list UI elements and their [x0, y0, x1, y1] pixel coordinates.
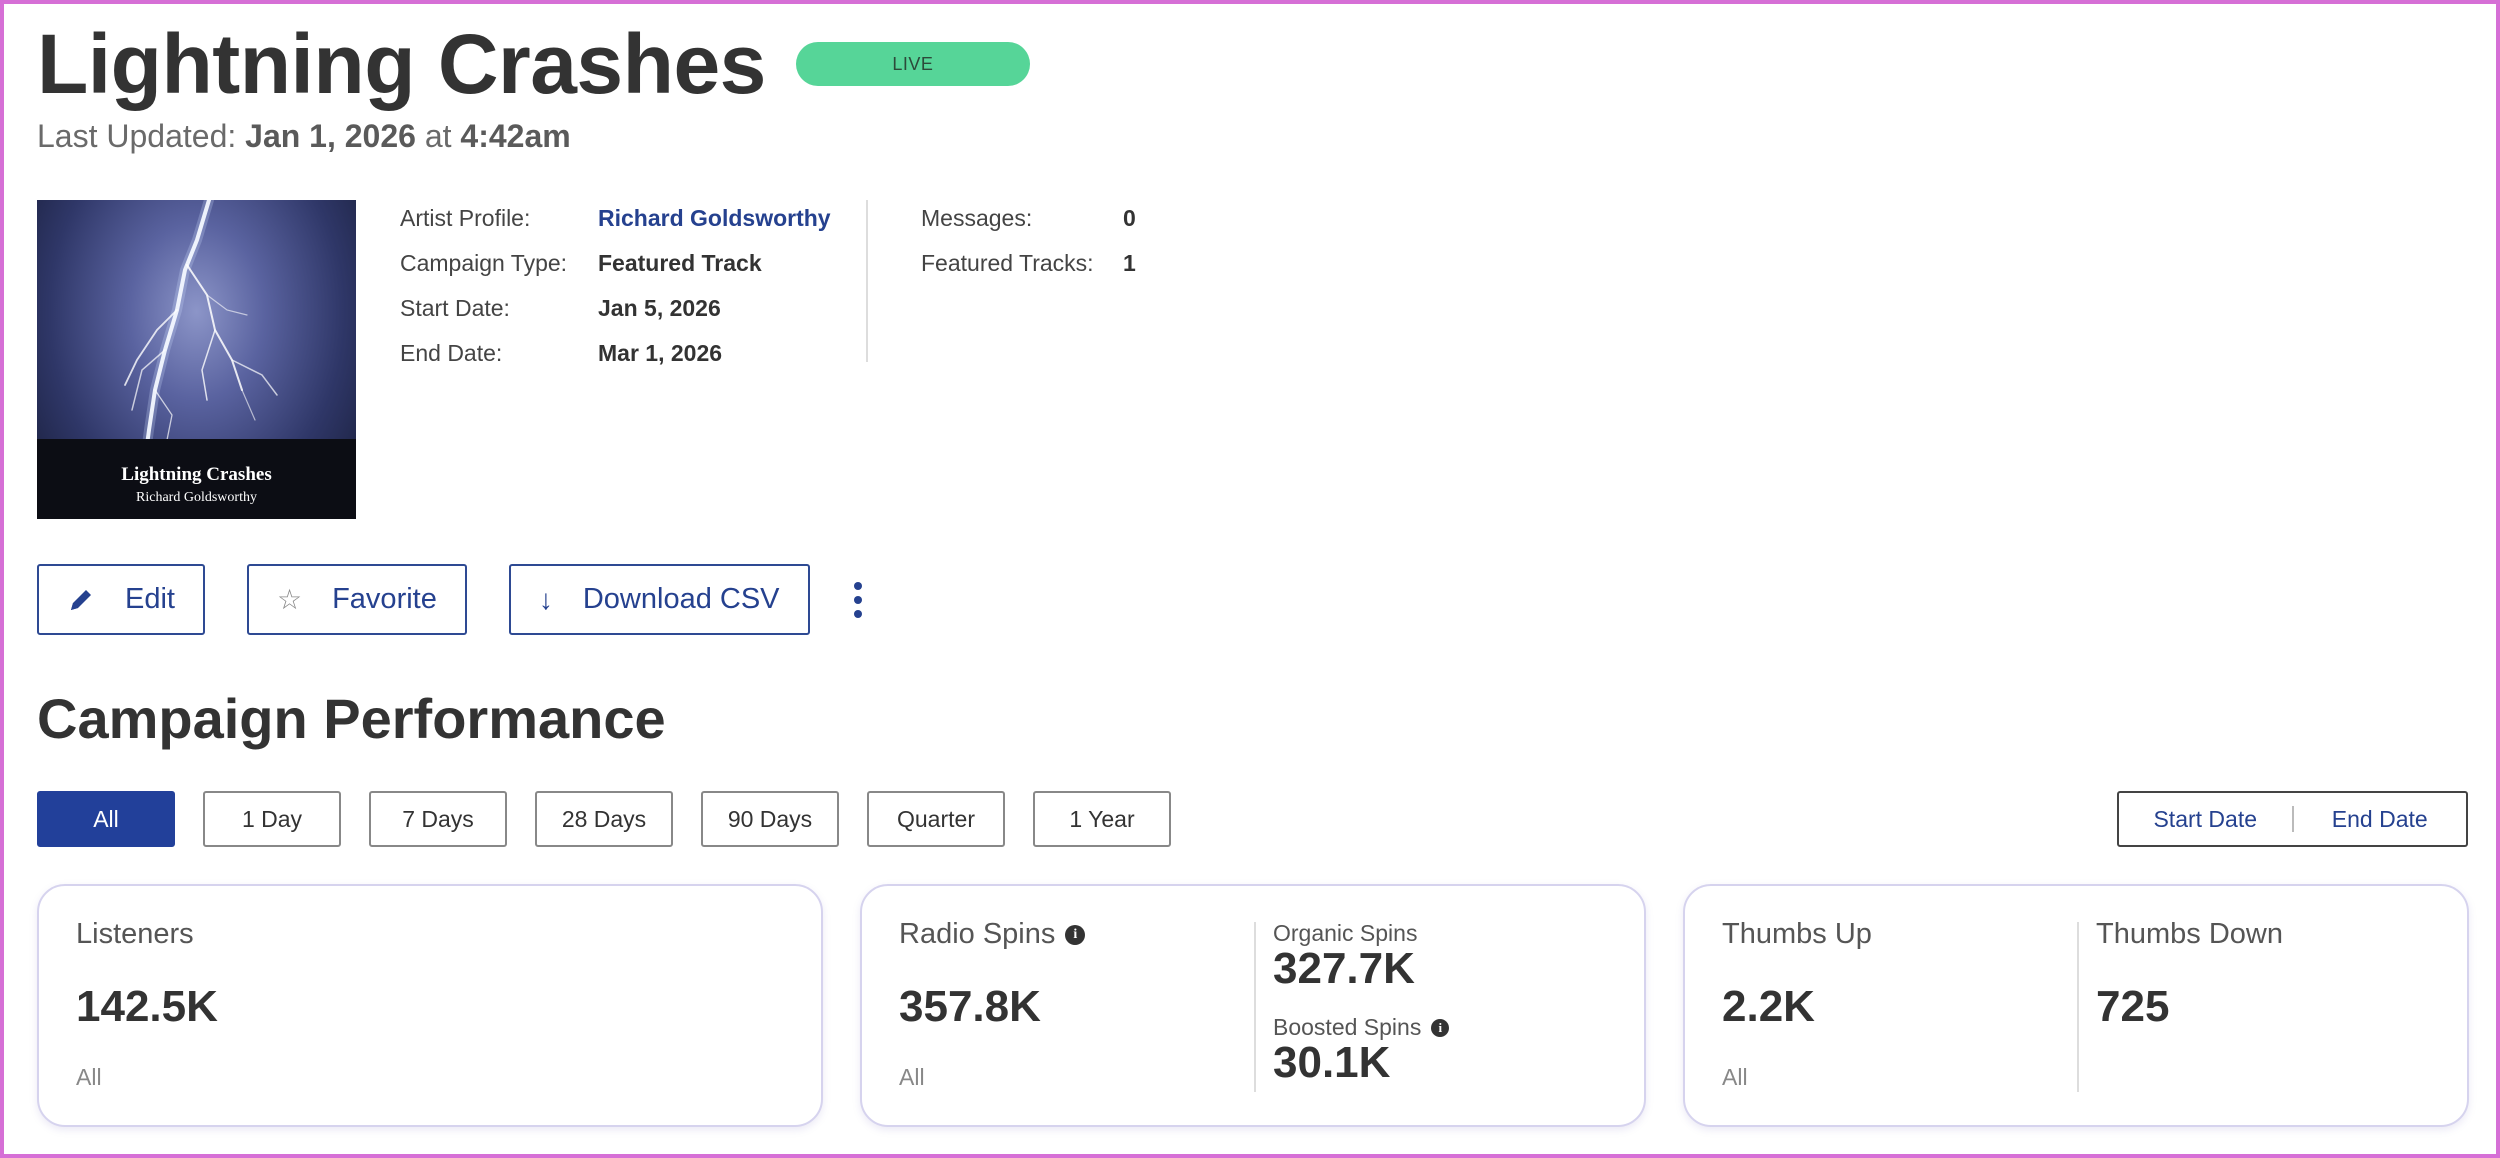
- album-hills: [37, 439, 356, 519]
- radio-spins-label: Radio Spins i: [899, 918, 1086, 951]
- album-title: Lightning Crashes: [121, 464, 272, 485]
- album-art: Lightning Crashes Richard Goldsworthy: [37, 200, 356, 519]
- campaign-page: Lightning Crashes LIVE Last Updated: Jan…: [37, 0, 2469, 1158]
- filter-1-day[interactable]: 1 Day: [203, 791, 341, 847]
- last-updated: Last Updated: Jan 1, 2026 at 4:42am: [37, 118, 571, 155]
- thumbs-period: All: [1722, 1064, 1748, 1090]
- last-updated-time: 4:42am: [460, 118, 571, 154]
- detail-value: 1: [1123, 250, 1136, 276]
- detail-row-end: End Date: Mar 1, 2026: [400, 331, 831, 376]
- detail-row-artist: Artist Profile: Richard Goldsworthy: [400, 196, 831, 241]
- date-range-picker: Start Date End Date: [2117, 791, 2468, 847]
- detail-value: 0: [1123, 205, 1136, 231]
- detail-row-featured: Featured Tracks: 1: [921, 241, 1136, 286]
- listeners-value: 142.5K: [76, 982, 218, 1031]
- info-icon[interactable]: i: [1431, 1018, 1450, 1037]
- detail-label: Featured Tracks:: [921, 250, 1094, 276]
- last-updated-label: Last Updated:: [37, 118, 237, 154]
- album-artist: Richard Goldsworthy: [136, 490, 257, 505]
- boosted-spins-label: Boosted Spins i: [1273, 1014, 1450, 1041]
- last-updated-date: Jan 1, 2026: [245, 118, 416, 154]
- filter-7-days[interactable]: 7 Days: [369, 791, 507, 847]
- download-label: Download CSV: [582, 583, 780, 615]
- campaign-stats: Messages: 0 Featured Tracks: 1: [921, 196, 1136, 286]
- detail-value: Mar 1, 2026: [598, 340, 723, 366]
- detail-value: Jan 5, 2026: [598, 295, 721, 321]
- thumbs-up-value: 2.2K: [1722, 982, 1815, 1031]
- star-icon: ☆: [276, 584, 303, 615]
- card-divider: [2077, 922, 2079, 1092]
- pencil-icon: [67, 586, 95, 614]
- title-row: Lightning Crashes LIVE: [37, 14, 1030, 114]
- edit-button[interactable]: Edit: [37, 564, 205, 635]
- detail-row-start: Start Date: Jan 5, 2026: [400, 286, 831, 331]
- start-date-field[interactable]: Start Date: [2153, 805, 2258, 832]
- detail-label: Start Date:: [400, 295, 510, 321]
- detail-value: Featured Track: [598, 250, 762, 276]
- thumbs-down-label: Thumbs Down: [2096, 918, 2283, 950]
- detail-row-messages: Messages: 0: [921, 196, 1136, 241]
- artist-profile-link[interactable]: Richard Goldsworthy: [598, 205, 831, 231]
- card-divider: [1254, 922, 1256, 1092]
- lightning-graphic: [124, 200, 278, 465]
- detail-label: Messages:: [921, 205, 1033, 231]
- boosted-spins-value: 30.1K: [1273, 1038, 1391, 1087]
- download-arrow-icon: ↓: [538, 583, 553, 615]
- section-title: Campaign Performance: [37, 687, 666, 750]
- status-badge: LIVE: [795, 42, 1030, 86]
- filter-90-days[interactable]: 90 Days: [701, 791, 839, 847]
- organic-spins-value: 327.7K: [1273, 944, 1415, 993]
- favorite-button[interactable]: ☆ Favorite: [246, 564, 467, 635]
- end-date-field[interactable]: End Date: [2331, 805, 2428, 832]
- listeners-card: Listeners 142.5K All: [37, 884, 823, 1127]
- last-updated-at: at: [424, 118, 452, 154]
- thumbs-up-label: Thumbs Up: [1722, 918, 1872, 950]
- details-divider: [866, 200, 868, 362]
- radio-spins-card: Radio Spins i 357.8K All Organic Spins 3…: [860, 884, 1646, 1127]
- date-range-divider: [2291, 806, 2294, 832]
- filter-quarter[interactable]: Quarter: [867, 791, 1005, 847]
- organic-spins-label: Organic Spins: [1273, 920, 1418, 946]
- more-options-icon[interactable]: [844, 576, 872, 624]
- detail-label: End Date:: [400, 340, 503, 366]
- edit-label: Edit: [125, 583, 175, 615]
- action-bar: Edit ☆ Favorite ↓ Download CSV: [37, 564, 872, 635]
- boosted-spins-label-text: Boosted Spins: [1273, 1014, 1422, 1040]
- info-icon[interactable]: i: [1065, 924, 1086, 945]
- thumbs-down-value: 725: [2096, 982, 2170, 1031]
- filter-all[interactable]: All: [37, 791, 175, 847]
- page-title: Lightning Crashes: [37, 17, 766, 111]
- time-filter-group: All 1 Day 7 Days 28 Days 90 Days Quarter…: [37, 791, 1199, 847]
- listeners-label: Listeners: [76, 918, 194, 950]
- favorite-label: Favorite: [332, 583, 437, 615]
- filter-1-year[interactable]: 1 Year: [1033, 791, 1171, 847]
- listeners-period: All: [76, 1064, 102, 1090]
- thumbs-card: Thumbs Up 2.2K All Thumbs Down 725: [1683, 884, 2469, 1127]
- detail-label: Campaign Type:: [400, 250, 568, 276]
- filter-28-days[interactable]: 28 Days: [535, 791, 673, 847]
- detail-row-type: Campaign Type: Featured Track: [400, 241, 831, 286]
- campaign-details: Artist Profile: Richard Goldsworthy Camp…: [400, 196, 831, 376]
- radio-spins-value: 357.8K: [899, 982, 1041, 1031]
- radio-spins-label-text: Radio Spins: [899, 918, 1056, 950]
- radio-spins-period: All: [899, 1064, 925, 1090]
- download-csv-button[interactable]: ↓ Download CSV: [508, 564, 810, 635]
- detail-label: Artist Profile:: [400, 205, 531, 231]
